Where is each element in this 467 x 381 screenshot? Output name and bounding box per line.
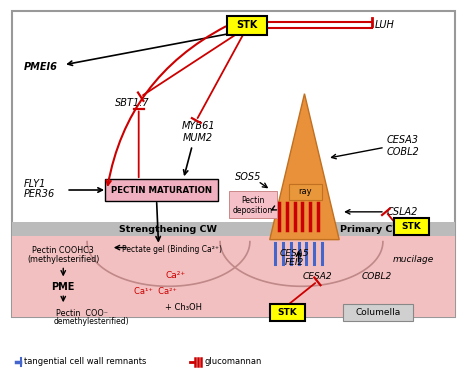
Text: demethylesterified): demethylesterified) [53,317,129,325]
Text: SOS5: SOS5 [235,172,261,182]
Polygon shape [270,94,339,240]
Text: Columella: Columella [355,307,401,317]
Text: COBL2: COBL2 [387,147,420,157]
FancyBboxPatch shape [289,184,322,200]
Text: Ca¹⁺  Ca²⁺: Ca¹⁺ Ca²⁺ [134,287,177,296]
FancyBboxPatch shape [106,179,218,202]
Text: STK: STK [278,307,297,317]
Bar [12,232,455,317]
Text: FLY1: FLY1 [23,179,46,189]
Text: PMEI6: PMEI6 [23,62,57,72]
Text: Ca²⁺: Ca²⁺ [165,271,185,280]
Text: CESA3: CESA3 [387,135,419,146]
FancyBboxPatch shape [394,218,429,235]
Text: mucilage: mucilage [393,255,434,264]
Text: deposition: deposition [233,207,273,215]
Text: Strengthening CW: Strengthening CW [120,225,218,234]
Text: LUH: LUH [375,20,395,30]
Text: Pectin: Pectin [241,197,264,205]
Text: PER36: PER36 [23,189,55,199]
Text: FEI2: FEI2 [285,258,304,267]
FancyBboxPatch shape [226,16,267,35]
Text: Primary CW: Primary CW [340,225,403,234]
Text: MYB61: MYB61 [182,122,215,131]
Text: CESA5: CESA5 [280,249,309,258]
Text: SBT1.7: SBT1.7 [115,98,150,108]
Text: ray: ray [299,187,312,197]
FancyBboxPatch shape [270,304,305,320]
Text: glucomannan: glucomannan [204,357,262,366]
FancyBboxPatch shape [229,191,276,218]
Text: Pectate gel (Binding Ca²⁺): Pectate gel (Binding Ca²⁺) [122,245,222,254]
Text: Pectin  COO⁻: Pectin COO⁻ [57,309,108,318]
Text: Pectin COOHC3: Pectin COOHC3 [32,246,94,255]
Text: CESA2: CESA2 [303,272,332,281]
Bar [12,11,455,317]
Text: STK: STK [402,222,422,231]
Text: MUM2: MUM2 [183,133,213,143]
Bar [12,222,455,236]
Text: tangential cell wall remnants: tangential cell wall remnants [23,357,146,366]
Text: CSLA2: CSLA2 [387,207,418,217]
Text: STK: STK [236,20,258,30]
Text: PME: PME [51,282,75,292]
Text: COBL2: COBL2 [362,272,392,281]
FancyBboxPatch shape [343,304,413,320]
Text: (methylesterified): (methylesterified) [27,255,99,264]
Text: PECTIN MATURATION: PECTIN MATURATION [111,186,212,195]
Text: + Ch₃OH: + Ch₃OH [165,303,202,312]
